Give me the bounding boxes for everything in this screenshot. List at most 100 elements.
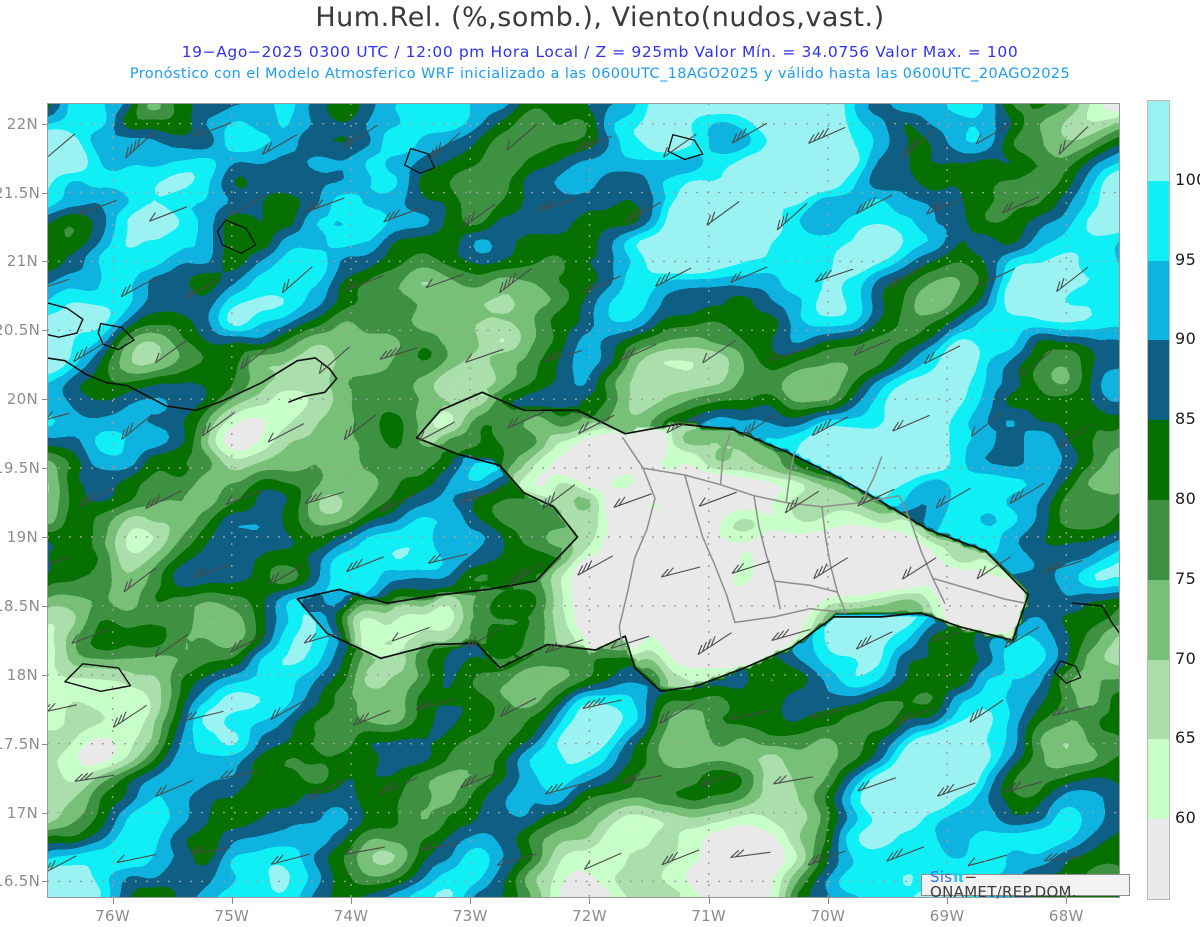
wind-barb (784, 490, 820, 514)
wind-barb (625, 201, 661, 224)
wind-barb (270, 853, 310, 865)
wind-barb (1004, 626, 1040, 649)
wind-barb (901, 557, 937, 580)
wind-barb (776, 202, 808, 231)
wind-barb (190, 845, 231, 855)
wind-barb (303, 631, 343, 644)
wind-barb (706, 200, 740, 226)
coastline (1071, 602, 1120, 635)
wind-barb (889, 266, 924, 289)
wind-barb (344, 124, 379, 148)
x-tick-label: 68W (1048, 907, 1084, 925)
wind-barb (225, 488, 264, 506)
colorbar-band (1148, 260, 1169, 341)
wind-barb (308, 779, 344, 801)
y-tick-label: 21.5N (0, 183, 41, 202)
wind-barb (497, 853, 537, 867)
wind-barb (507, 411, 545, 429)
wind-barb (430, 132, 461, 161)
y-tick-mark (42, 261, 47, 263)
wind-barb (811, 416, 848, 437)
wind-barb (856, 194, 893, 214)
wind-barb (1003, 781, 1043, 794)
wind-barb (814, 268, 854, 283)
x-tick-label: 70W (810, 907, 846, 925)
x-tick-mark (470, 898, 472, 904)
wind-barb (659, 702, 695, 725)
wind-barb (1051, 705, 1092, 717)
x-tick-label: 69W (929, 907, 965, 925)
colorbar-tick-label: 90 (1175, 329, 1197, 349)
page-title: Hum.Rel. (%,somb.), Viento(nudos,vast.) (315, 2, 885, 33)
wind-barb (304, 491, 344, 505)
y-tick-mark (42, 881, 47, 883)
wind-barb (121, 413, 154, 440)
wind-barb (545, 782, 585, 795)
coastline (753, 494, 781, 610)
wind-barb (1009, 482, 1045, 505)
colorbar-band (1148, 819, 1169, 899)
wind-barb (125, 130, 156, 159)
wind-barb (663, 133, 697, 158)
wind-barb (154, 633, 189, 658)
wind-barb (856, 631, 893, 650)
wind-barb (461, 488, 500, 504)
coastline (785, 450, 796, 504)
wind-barb (185, 277, 221, 300)
wind-barb (976, 556, 1011, 580)
colorbar[interactable] (1147, 100, 1170, 900)
wind-barb (857, 777, 896, 792)
wind-barb (731, 560, 771, 574)
colorbar-band (1148, 739, 1169, 820)
colorbar-band (1148, 659, 1169, 740)
colorbar-tick-label: 85 (1175, 409, 1197, 429)
x-tick-mark (708, 898, 710, 904)
wind-barb (536, 198, 575, 213)
wind-barb (970, 411, 1004, 437)
wind-barb (619, 343, 657, 362)
wind-barb (730, 709, 770, 720)
wind-barb (1058, 126, 1089, 155)
wind-barb (967, 854, 1007, 867)
colorbar-tick-label: 100 (1175, 169, 1200, 189)
wind-barb (427, 553, 468, 564)
wind-barb (896, 707, 934, 725)
map-plot-area[interactable] (47, 103, 1120, 898)
coastline (932, 577, 1026, 604)
y-tick-mark (42, 468, 47, 470)
wind-barb (47, 702, 77, 712)
y-tick-mark (42, 674, 47, 676)
wind-barb (542, 484, 576, 510)
wind-barb (306, 197, 345, 213)
wind-barb (383, 207, 422, 223)
y-tick-label: 20N (6, 390, 38, 409)
wind-barb (193, 563, 233, 578)
x-tick-label: 72W (572, 907, 607, 925)
wind-barb (582, 697, 622, 710)
wind-barb (154, 338, 189, 364)
wind-barb (344, 846, 385, 855)
coastline (97, 322, 135, 351)
wind-barb (769, 347, 809, 362)
contour-band (47, 103, 1120, 898)
wind-barb (969, 699, 1004, 723)
wind-barb (415, 698, 455, 711)
coastline (404, 147, 436, 174)
x-tick-label: 73W (452, 907, 488, 925)
wind-barb (622, 772, 662, 784)
wind-barb (78, 199, 117, 215)
wind-barb (380, 776, 418, 795)
wind-barb (343, 414, 376, 441)
x-tick-mark (827, 898, 829, 904)
wind-barb (702, 339, 737, 364)
x-tick-label: 71W (691, 907, 727, 925)
wind-barb (73, 340, 109, 363)
y-tick-mark (42, 123, 47, 125)
wind-barb (379, 346, 419, 360)
wind-barb (465, 348, 504, 363)
contour-band (47, 103, 1120, 898)
wind-barb (1043, 852, 1084, 862)
wind-barb (269, 564, 305, 586)
coastline (684, 474, 736, 624)
